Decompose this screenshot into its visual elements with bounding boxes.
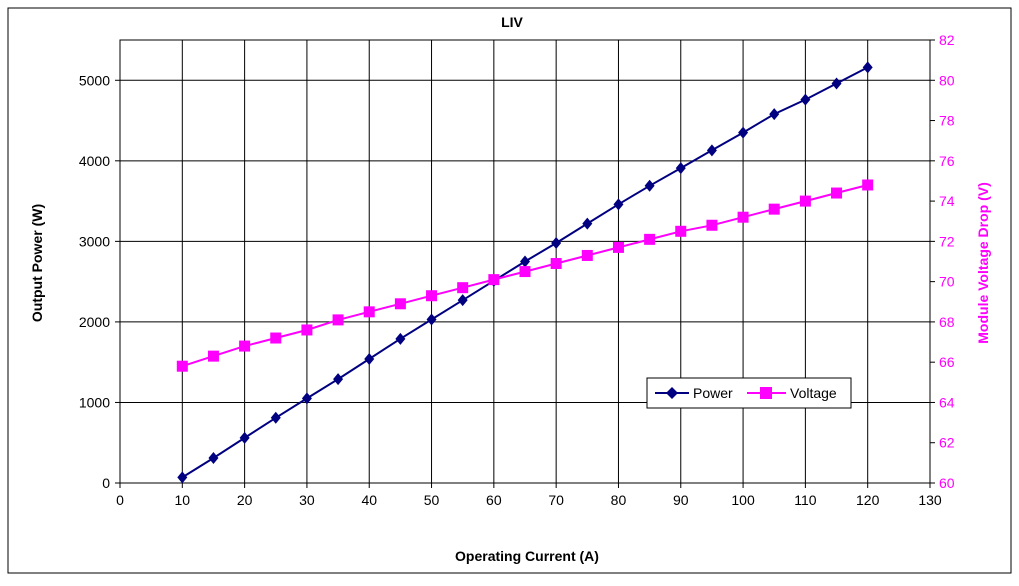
x-tick-label: 20: [237, 492, 253, 508]
power-data-point: [301, 392, 312, 405]
y-tick-label: 4000: [79, 153, 110, 169]
voltage-data-point: [768, 203, 780, 215]
power-data-point: [520, 255, 530, 268]
voltage-data-point: [706, 219, 718, 231]
power-data-point: [239, 431, 250, 444]
x-tick-label: 100: [731, 492, 755, 508]
y2-tick-label: 64: [939, 394, 955, 410]
power-data-point: [831, 77, 842, 90]
x-axis-title: Operating Current (A): [455, 548, 599, 564]
voltage-data-point: [363, 306, 375, 318]
y2-tick-label: 66: [939, 354, 955, 370]
x-tick-label: 90: [673, 492, 689, 508]
power-data-point: [457, 294, 468, 307]
voltage-data-point: [239, 340, 251, 352]
legend-power-label: Power: [693, 385, 733, 401]
x-tick-label: 10: [175, 492, 191, 508]
power-data-point: [333, 373, 344, 386]
power-data-point: [769, 108, 780, 121]
voltage-data-point: [612, 241, 624, 253]
x-tick-label: 50: [424, 492, 440, 508]
chart-title: LIV: [501, 14, 523, 30]
legend: Power Voltage: [646, 377, 852, 409]
x-tick-label: 120: [856, 492, 880, 508]
power-data-point: [644, 179, 655, 192]
x-tick-label: 40: [361, 492, 377, 508]
power-data-point: [613, 198, 624, 211]
y2-tick-label: 74: [939, 193, 955, 209]
voltage-data-point: [207, 350, 219, 362]
power-data-point: [270, 411, 281, 424]
power-data-point: [862, 61, 873, 74]
voltage-data-point: [332, 314, 344, 326]
voltage-data-point: [519, 266, 531, 278]
x-tick-label: 30: [299, 492, 315, 508]
power-data-point: [738, 126, 749, 139]
y-tick-label: 3000: [79, 233, 110, 249]
voltage-data-point: [301, 324, 313, 336]
power-data-point: [426, 313, 437, 326]
x-tick-label: 60: [486, 492, 502, 508]
y-tick-label: 2000: [79, 314, 110, 330]
power-data-point: [800, 93, 811, 106]
series-layer: [176, 61, 874, 484]
x-tick-label: 130: [918, 492, 942, 508]
x-tick-label: 70: [548, 492, 564, 508]
voltage-data-point: [831, 187, 843, 199]
voltage-data-point: [488, 274, 500, 286]
y-tick-label: 0: [102, 475, 110, 491]
voltage-data-point: [644, 233, 656, 245]
voltage-data-point: [176, 360, 188, 372]
y2-tick-label: 72: [939, 233, 955, 249]
y2-tick-label: 82: [939, 32, 955, 48]
y2-axis-title: Module Voltage Drop (V): [975, 182, 991, 344]
voltage-data-point: [270, 332, 282, 344]
power-data-point: [364, 352, 375, 365]
legend-voltage-label: Voltage: [790, 385, 837, 401]
power-data-point: [177, 471, 188, 484]
voltage-data-point: [426, 290, 438, 302]
x-tick-label: 0: [116, 492, 124, 508]
y2-tick-label: 80: [939, 72, 955, 88]
y-axis-title: Output Power (W): [29, 204, 45, 322]
y2-tick-label: 68: [939, 314, 955, 330]
power-data-point: [675, 162, 686, 175]
voltage-data-point: [457, 282, 469, 294]
power-data-point: [582, 217, 593, 230]
power-data-point: [706, 144, 717, 157]
y2-tick-label: 70: [939, 274, 955, 290]
axes-layer: 0 10 20 30 40 50 60 70 80 90 100 110 120 130 0 1000 2000…: [79, 32, 955, 508]
power-data-point: [208, 452, 219, 465]
y2-tick-label: 62: [939, 435, 955, 451]
power-data-point: [395, 332, 406, 345]
power-data-point: [551, 236, 562, 249]
voltage-data-point: [550, 258, 562, 270]
plot-area-border: [119, 39, 931, 484]
y-tick-label: 5000: [79, 72, 110, 88]
outer-border: [7, 7, 1012, 574]
voltage-data-point: [394, 298, 406, 310]
voltage-data-point: [675, 225, 687, 237]
y2-tick-label: 78: [939, 113, 955, 129]
voltage-data-point: [862, 179, 874, 191]
y2-tick-label: 60: [939, 475, 955, 491]
legend-voltage-marker: [760, 387, 772, 399]
y2-tick-label: 76: [939, 153, 955, 169]
voltage-data-point: [581, 249, 593, 261]
y-tick-label: 1000: [79, 394, 110, 410]
x-tick-label: 80: [611, 492, 627, 508]
voltage-data-point: [799, 195, 811, 207]
x-tick-label: 110: [794, 492, 817, 508]
legend-power-marker: [666, 387, 678, 399]
voltage-data-point: [737, 211, 749, 223]
